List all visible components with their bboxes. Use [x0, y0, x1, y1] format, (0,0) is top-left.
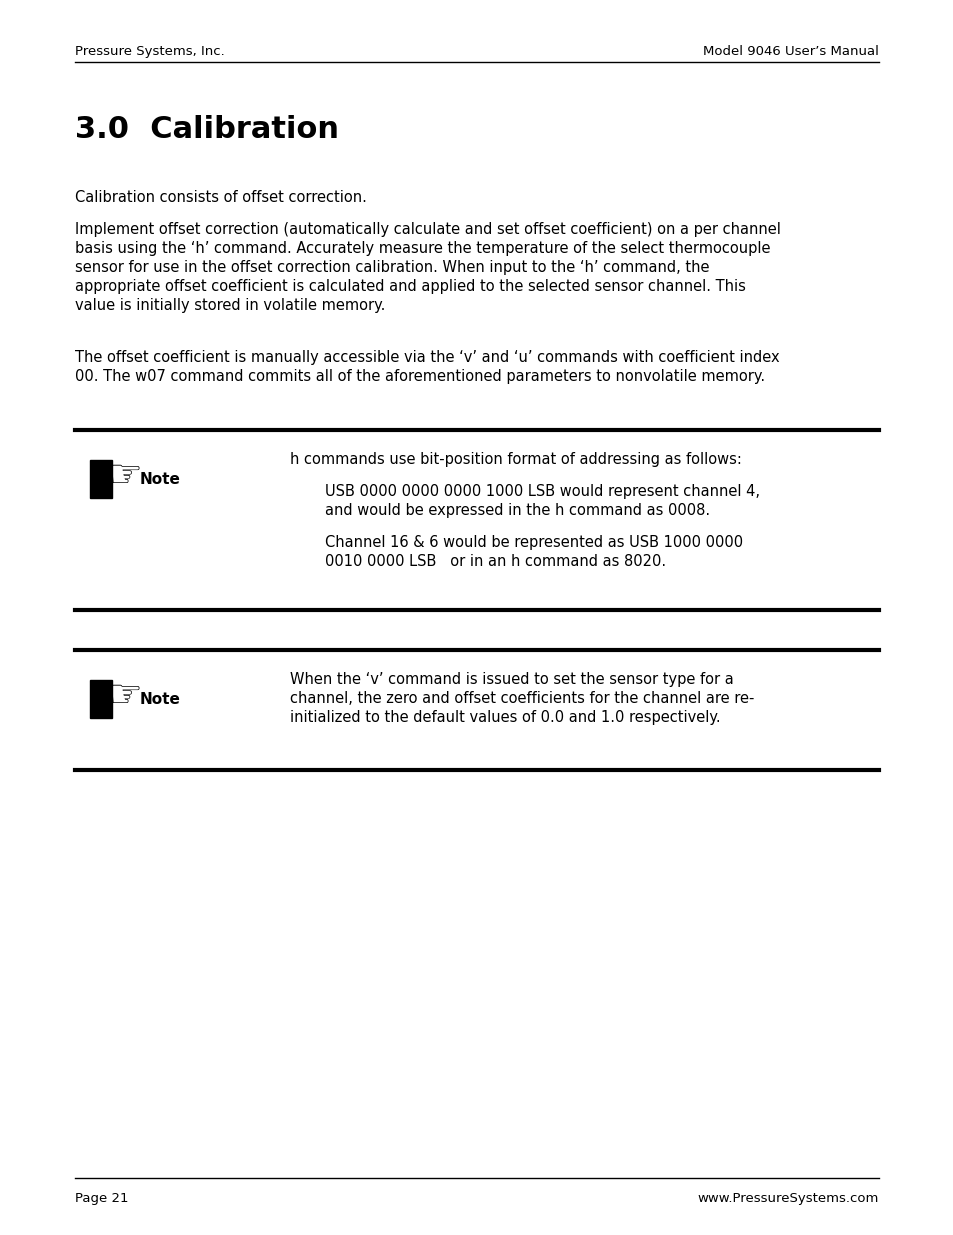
- Text: ☞: ☞: [108, 677, 143, 715]
- Text: www.PressureSystems.com: www.PressureSystems.com: [697, 1192, 878, 1205]
- Text: Calibration consists of offset correction.: Calibration consists of offset correctio…: [75, 190, 367, 205]
- Text: appropriate offset coefficient is calculated and applied to the selected sensor : appropriate offset coefficient is calcul…: [75, 279, 745, 294]
- Text: initialized to the default values of 0.0 and 1.0 respectively.: initialized to the default values of 0.0…: [290, 710, 720, 725]
- Text: Channel 16 & 6 would be represented as USB 1000 0000: Channel 16 & 6 would be represented as U…: [325, 535, 742, 550]
- Text: and would be expressed in the h command as 0008.: and would be expressed in the h command …: [325, 503, 709, 517]
- Text: USB 0000 0000 0000 1000 LSB would represent channel 4,: USB 0000 0000 0000 1000 LSB would repres…: [325, 484, 760, 499]
- Text: Pressure Systems, Inc.: Pressure Systems, Inc.: [75, 44, 225, 58]
- Text: sensor for use in the offset correction calibration. When input to the ‘h’ comma: sensor for use in the offset correction …: [75, 261, 709, 275]
- Text: Note: Note: [140, 693, 181, 708]
- Text: Note: Note: [140, 473, 181, 488]
- Text: channel, the zero and offset coefficients for the channel are re-: channel, the zero and offset coefficient…: [290, 692, 754, 706]
- Text: h commands use bit-position format of addressing as follows:: h commands use bit-position format of ad…: [290, 452, 741, 467]
- Text: 00. The w07 command commits all of the aforementioned parameters to nonvolatile : 00. The w07 command commits all of the a…: [75, 369, 764, 384]
- Text: Page 21: Page 21: [75, 1192, 129, 1205]
- Text: Implement offset correction (automatically calculate and set offset coefficient): Implement offset correction (automatical…: [75, 222, 781, 237]
- Text: basis using the ‘h’ command. Accurately measure the temperature of the select th: basis using the ‘h’ command. Accurately …: [75, 241, 770, 256]
- Text: 3.0  Calibration: 3.0 Calibration: [75, 115, 338, 144]
- Text: ☞: ☞: [108, 457, 143, 495]
- Text: The offset coefficient is manually accessible via the ‘v’ and ‘u’ commands with : The offset coefficient is manually acces…: [75, 350, 779, 366]
- Text: 0010 0000 LSB   or in an h command as 8020.: 0010 0000 LSB or in an h command as 8020…: [325, 555, 665, 569]
- Text: Model 9046 User’s Manual: Model 9046 User’s Manual: [702, 44, 878, 58]
- Text: value is initially stored in volatile memory.: value is initially stored in volatile me…: [75, 298, 385, 312]
- Bar: [90, 680, 112, 718]
- Text: When the ‘v’ command is issued to set the sensor type for a: When the ‘v’ command is issued to set th…: [290, 672, 733, 687]
- Bar: [90, 459, 112, 498]
